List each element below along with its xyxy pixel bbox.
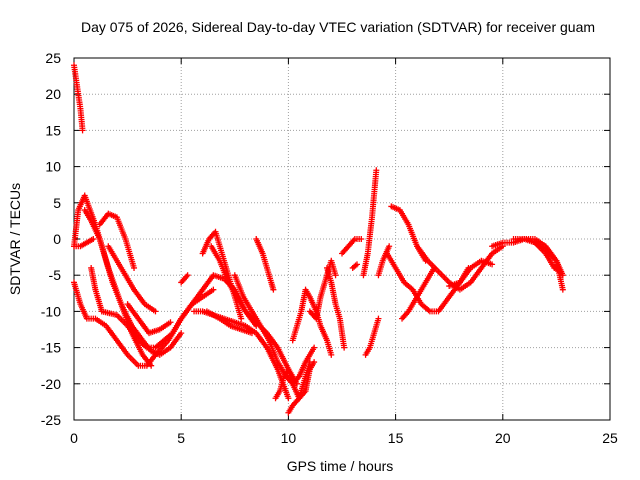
data-point (306, 359, 313, 366)
data-point (386, 243, 393, 250)
y-tick-label: 5 (53, 195, 61, 211)
data-point (311, 344, 318, 351)
data-point (557, 268, 564, 275)
data-point (238, 315, 245, 322)
x-tick-label: 20 (495, 430, 511, 446)
series-arc-23 (339, 236, 365, 257)
data-point (285, 395, 292, 402)
y-tick-label: -5 (49, 267, 62, 283)
data-point (270, 286, 277, 293)
series-arc-19 (285, 359, 313, 416)
series-arc-10 (98, 286, 217, 351)
y-tick-label: -25 (41, 412, 61, 428)
data-point (375, 315, 382, 322)
data-point (332, 272, 339, 279)
series-arc-12 (191, 308, 292, 402)
data-point (167, 319, 174, 326)
data-point (358, 236, 365, 242)
series-arc-26 (362, 315, 382, 358)
series-arc-11 (178, 272, 191, 286)
x-axis-label: GPS time / hours (287, 458, 394, 474)
data-point (341, 344, 348, 351)
x-tick-label: 5 (177, 430, 185, 446)
y-tick-label: -20 (41, 376, 61, 392)
y-tick-label: 10 (45, 159, 61, 175)
series-arc-17 (253, 236, 277, 293)
series-arc-24 (349, 261, 361, 271)
series-arc-7 (96, 210, 138, 271)
x-tick-label: 25 (602, 430, 618, 446)
series-arc-8 (105, 243, 159, 315)
data-point (328, 351, 335, 358)
y-tick-label: 25 (45, 50, 61, 66)
series-arc-9 (124, 301, 174, 337)
series-arc-22 (323, 264, 348, 351)
y-tick-label: 15 (45, 122, 61, 138)
y-tick-label: 0 (53, 231, 61, 247)
series-arc-21 (306, 257, 339, 322)
series-arc-25 (360, 167, 380, 279)
data-point (131, 264, 138, 271)
series-arc-5 (81, 207, 185, 358)
series-arc-16 (199, 228, 245, 322)
data-point (184, 272, 191, 279)
y-tick-label: -15 (41, 340, 61, 356)
y-tick-label: -10 (41, 303, 61, 319)
data-point (373, 167, 380, 174)
data-point (248, 330, 255, 337)
series-arc-14 (203, 308, 255, 337)
data-layer (71, 62, 566, 416)
y-axis-label: SDTVAR / TECUs (7, 183, 23, 295)
x-tick-label: 0 (70, 430, 78, 446)
series-arc-35 (531, 239, 564, 275)
data-point (210, 286, 217, 293)
data-point (152, 308, 159, 315)
series-arc-4 (71, 236, 97, 250)
x-tick-label: 15 (388, 430, 404, 446)
data-point (178, 330, 185, 337)
data-point (559, 286, 566, 293)
data-point (79, 127, 86, 134)
series-arc-32 (446, 257, 496, 290)
chart-title: Day 075 of 2026, Sidereal Day-to-day VTE… (81, 19, 595, 35)
series-arc-6 (88, 264, 105, 315)
series-arc-1 (71, 62, 86, 134)
data-point (354, 261, 361, 268)
data-point (489, 261, 496, 268)
x-tick-label: 10 (281, 430, 297, 446)
y-tick-label: 20 (45, 86, 61, 102)
data-point (559, 272, 566, 279)
data-point (90, 236, 97, 242)
